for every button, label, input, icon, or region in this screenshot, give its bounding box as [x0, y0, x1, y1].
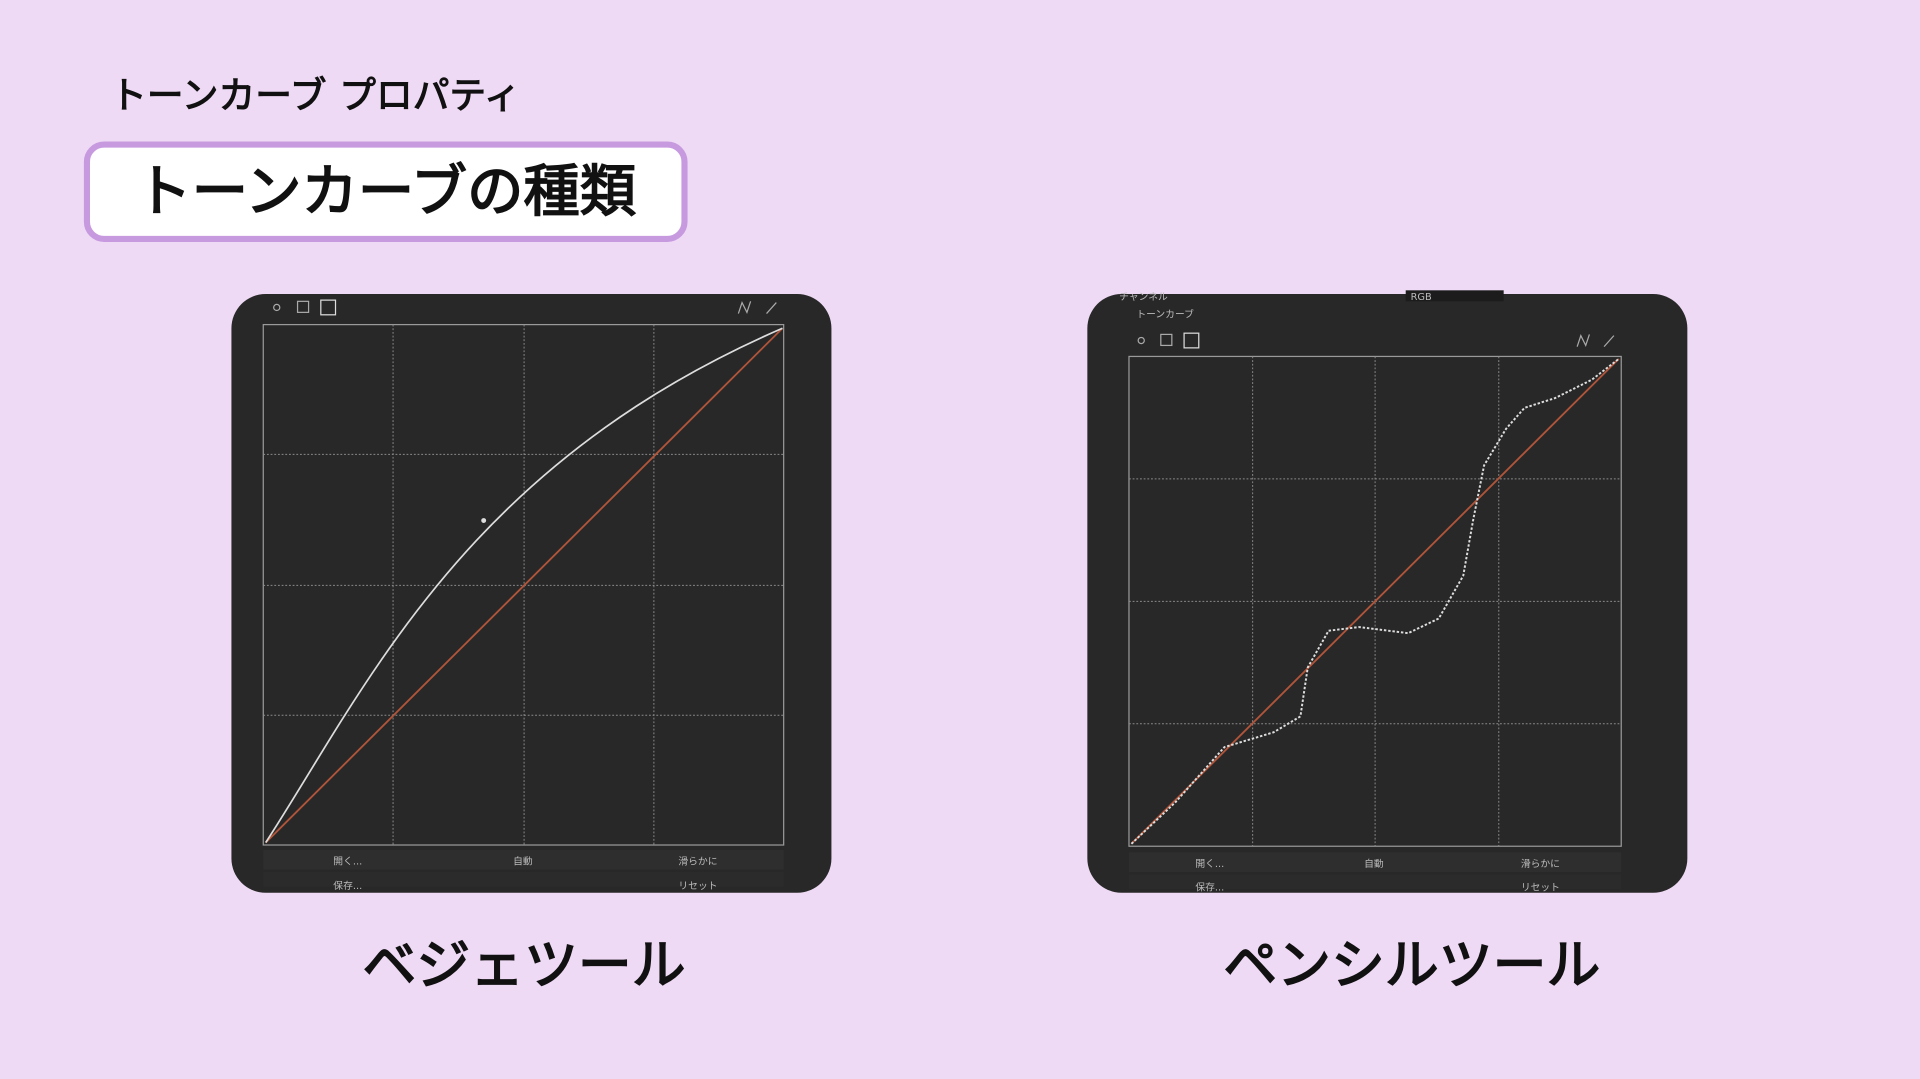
pencil-curve [1130, 358, 1620, 845]
diagonal [1130, 358, 1620, 845]
button-bar [1128, 852, 1622, 872]
toolbar-icons [273, 299, 777, 316]
button[interactable]: 保存... [1195, 880, 1224, 893]
button[interactable]: 自動 [513, 855, 533, 868]
button[interactable]: 自動 [1364, 857, 1384, 870]
pencil-panel [1087, 293, 1688, 893]
toolbar-icons [1137, 332, 1615, 349]
grid [263, 324, 784, 846]
button[interactable]: 滑らかに [678, 856, 717, 868]
button[interactable]: 開く... [1195, 858, 1224, 870]
panel-label: ペンシルツール [1223, 933, 1600, 996]
control-point [481, 518, 487, 523]
channel-select[interactable] [1405, 290, 1504, 302]
button-bar [263, 871, 784, 887]
bezier-curve [264, 327, 783, 844]
button[interactable]: 滑らかに [1521, 858, 1560, 870]
channel-label: チャンネル [1119, 291, 1168, 303]
bezier-panel [231, 293, 832, 893]
button[interactable]: リセット [1521, 881, 1560, 893]
title-box [83, 141, 688, 242]
grid [1128, 356, 1622, 847]
layer-name: トーンカーブ [1136, 307, 1194, 320]
diagonal [265, 327, 784, 844]
channel-value: RGB [1411, 292, 1432, 303]
curve-frame [262, 323, 785, 846]
button-bar [263, 849, 784, 870]
subtitle: トーンカーブ プロパティ [110, 74, 520, 117]
button[interactable]: リセット [678, 880, 717, 892]
button[interactable]: 保存... [333, 879, 362, 892]
title: トーンカーブの種類 [135, 160, 636, 225]
panel-label: ベジェツール [362, 933, 685, 996]
button[interactable]: 開く... [333, 856, 362, 868]
button-bar [1128, 874, 1622, 890]
